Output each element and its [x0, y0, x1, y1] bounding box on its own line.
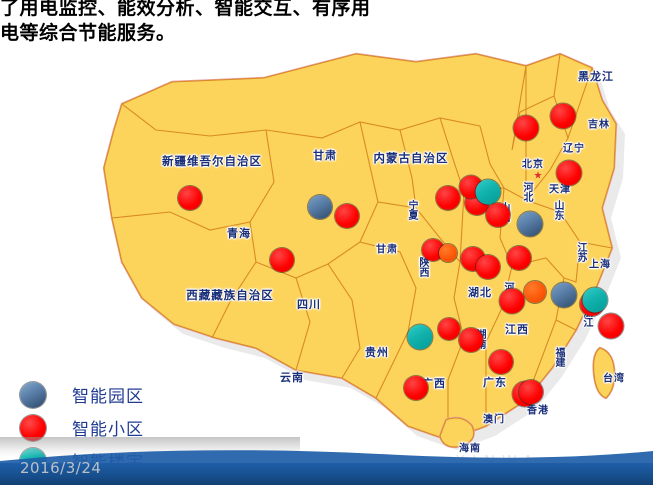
footer-band	[0, 463, 653, 485]
legend-red-dot-icon	[20, 414, 46, 441]
legend-label: 智能小区	[72, 420, 144, 440]
map-marker-blue[interactable]	[308, 195, 332, 219]
map-marker-red[interactable]	[335, 204, 359, 228]
map-marker-orange[interactable]	[439, 244, 457, 262]
map-marker-orange[interactable]	[524, 281, 546, 303]
footer-curve	[0, 447, 653, 463]
map-marker-teal[interactable]	[475, 179, 501, 205]
map-marker-red[interactable]	[438, 318, 460, 340]
slide-date: 2016/3/24	[20, 459, 102, 477]
legend-item: 智能小区	[8, 411, 144, 444]
map-marker-red[interactable]	[476, 255, 500, 279]
legend-item: 智能园区	[8, 378, 144, 411]
map-marker-red[interactable]	[507, 246, 531, 270]
map-marker-red[interactable]	[499, 288, 525, 314]
map-marker-red[interactable]	[519, 380, 543, 404]
map-marker-blue[interactable]	[551, 282, 577, 308]
map-marker-red[interactable]	[178, 186, 202, 210]
map-marker-red[interactable]	[436, 186, 460, 210]
slide-body-text: 了用电监控、能效分析、智能交互、有序用 电等综合节能服务。	[0, 0, 371, 44]
map-marker-red[interactable]	[404, 376, 428, 400]
map-marker-teal[interactable]	[582, 287, 608, 313]
map-marker-red[interactable]	[459, 328, 483, 352]
legend-label: 智能园区	[72, 387, 144, 407]
legend-blue-dot-icon	[20, 381, 46, 408]
map-marker-red[interactable]	[486, 203, 510, 227]
map-marker-red[interactable]	[556, 160, 582, 186]
map-marker-red[interactable]	[489, 350, 513, 374]
map-marker-red[interactable]	[550, 103, 576, 129]
map-marker-red[interactable]	[270, 248, 294, 272]
map-marker-teal[interactable]	[407, 324, 433, 350]
map-marker-red[interactable]	[513, 115, 539, 141]
map-marker-red[interactable]	[598, 313, 624, 339]
china-map: ★ 新疆维吾尔自治区 西藏藏族自治区 内蒙古自治区 青海 甘肃 甘肃 宁夏 陕西 四川 云南 贵州广…	[60, 52, 640, 467]
capital-star-icon: ★	[533, 170, 543, 182]
map-marker-blue[interactable]	[517, 211, 543, 237]
map-marker-red[interactable]	[422, 239, 444, 261]
